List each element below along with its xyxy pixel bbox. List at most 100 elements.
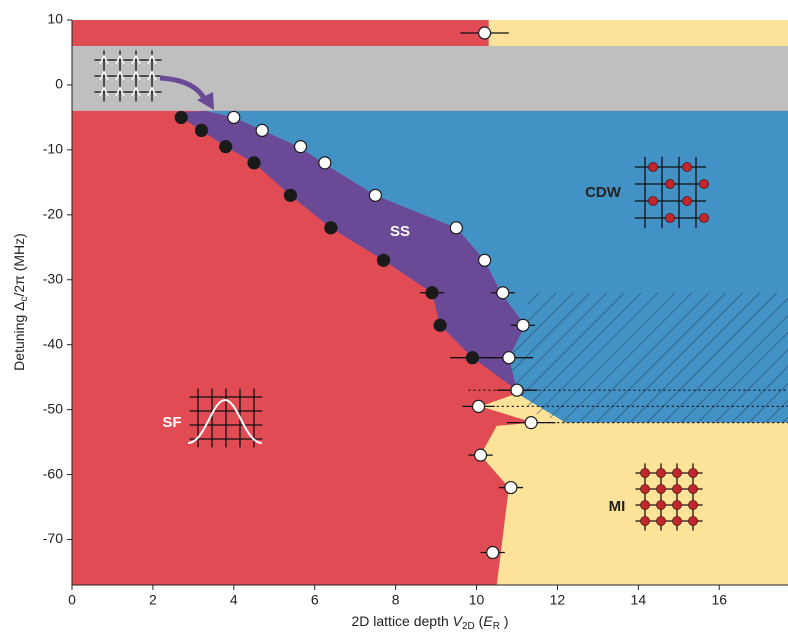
icon-arrow (147, 86, 157, 97)
y-tick-label: -50 (43, 400, 63, 416)
atom (672, 484, 682, 494)
y-label-part: Detuning Δ (11, 302, 27, 371)
atom (688, 484, 698, 494)
icon-arrow (115, 70, 125, 81)
x-label-part: E (483, 613, 493, 629)
data-point (174, 110, 188, 125)
data-point (516, 318, 530, 332)
phase-region (177, 110, 526, 391)
x-tick-label: 2 (149, 592, 157, 608)
x-tick-label: 4 (230, 592, 238, 608)
marks: CDW SS MI SF 0 2 4 6 8 10 12 14 16 10 0 -10 -20 -30 -40 -50… (43, 11, 788, 608)
y-tick-label: -40 (43, 335, 63, 351)
icons (94, 50, 709, 531)
data-point (247, 156, 261, 170)
atom (656, 468, 666, 478)
atom (682, 196, 692, 206)
regions (72, 20, 788, 585)
x-tick-label: 0 (68, 592, 76, 608)
x-label-part: V (453, 613, 464, 629)
y-tick-label: 10 (47, 11, 63, 27)
atom (672, 516, 682, 526)
atom (640, 516, 650, 526)
data-point (449, 221, 463, 235)
x-axis-label: 2D lattice depth V2D (ER ) (351, 613, 508, 632)
x-label-part: 2D (462, 621, 475, 632)
y-tick-label: -60 (43, 465, 63, 481)
data-point (524, 416, 538, 430)
y-label-part: c (19, 297, 30, 302)
hatched-region (508, 292, 788, 423)
y-label-part: /2π (MHz) (11, 233, 27, 296)
region-label: MI (609, 498, 626, 515)
icon-arrow (147, 54, 157, 65)
x-tick-label: 14 (631, 592, 647, 608)
atom (672, 500, 682, 510)
atom (640, 484, 650, 494)
data-point (502, 351, 516, 365)
arrow-head (197, 92, 214, 110)
phase-region (480, 393, 788, 585)
icon-arrow (147, 70, 157, 81)
data-point (504, 480, 518, 495)
atom (699, 179, 709, 189)
atom (688, 516, 698, 526)
phase-region (488, 20, 788, 46)
data-point (473, 448, 488, 462)
x-tick-label: 16 (711, 592, 727, 608)
icon-arrow (131, 86, 141, 97)
data-point (465, 351, 480, 365)
atom (665, 213, 675, 223)
x-label-part: 2D lattice depth (351, 613, 452, 629)
y-tick-label: -70 (43, 530, 63, 546)
data-point (368, 188, 382, 202)
atom (665, 179, 675, 189)
data-point (194, 123, 209, 138)
data-point (324, 221, 338, 235)
icon-arrow (131, 54, 141, 65)
atom (640, 468, 650, 478)
icon-arrow (99, 54, 109, 65)
x-tick-label: 6 (311, 592, 319, 608)
atom (672, 468, 682, 478)
y-tick-label: -30 (43, 270, 63, 286)
atom (656, 484, 666, 494)
data-point (227, 110, 241, 125)
atom (640, 500, 650, 510)
data-point (255, 123, 269, 138)
atom (656, 500, 666, 510)
icon-arrow (131, 70, 141, 81)
data-point (425, 286, 439, 300)
icon-arrow (115, 86, 125, 97)
y-axis-label: Detuning Δc/2π (MHz) (11, 233, 30, 371)
y-tick-label: -20 (43, 206, 63, 222)
data-point (283, 188, 298, 202)
region-label: SS (390, 223, 410, 240)
x-tick-label: 8 (392, 592, 400, 608)
icon-arrow (99, 86, 109, 97)
data-point (496, 286, 510, 300)
x-tick-label: 10 (469, 592, 485, 608)
data-point (433, 318, 447, 332)
x-label-part: ( (475, 613, 484, 629)
arrow (159, 75, 208, 102)
atom (648, 162, 658, 172)
data-point (478, 26, 492, 40)
icon-arrow (115, 54, 125, 65)
data-point (318, 156, 332, 170)
data-point (376, 253, 391, 267)
atom (688, 468, 698, 478)
data-point (471, 399, 486, 414)
x-label-part: ) (500, 613, 509, 629)
data-point (478, 253, 492, 267)
y-tick-label: -10 (43, 141, 63, 157)
x-label-part: R (493, 621, 500, 632)
atom (656, 516, 666, 526)
atom (648, 196, 658, 206)
phase-region (72, 45, 788, 111)
atom (699, 213, 709, 223)
data-point (486, 545, 500, 560)
data-point (510, 383, 524, 397)
region-label: SF (162, 414, 181, 431)
